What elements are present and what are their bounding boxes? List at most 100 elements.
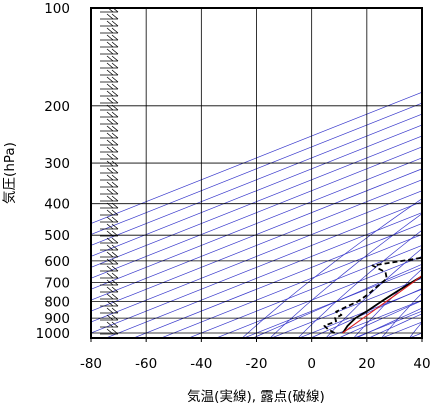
isotherm xyxy=(91,190,422,323)
wind-barbs xyxy=(100,8,119,335)
x-tick-label: 0 xyxy=(307,356,316,372)
wind-barb xyxy=(100,321,119,328)
wind-barb xyxy=(100,118,119,125)
wind-barb xyxy=(100,132,119,139)
wind-barb xyxy=(100,314,119,321)
wind-barb xyxy=(100,167,119,174)
wind-barb xyxy=(100,279,119,286)
x-tick-label: -20 xyxy=(245,356,267,372)
wind-barb xyxy=(100,181,119,188)
wind-barb xyxy=(100,139,119,146)
x-axis-title: 気温(実線), 露点(破線) xyxy=(187,389,325,405)
y-tick-label: 600 xyxy=(44,254,70,270)
wind-barb xyxy=(100,265,119,272)
wind-barb xyxy=(100,153,119,160)
isotherm xyxy=(215,256,422,338)
isotherm xyxy=(91,135,422,268)
wind-barb xyxy=(100,293,119,300)
isotherm xyxy=(160,234,422,338)
x-axis-ticks: -80 -60 -40 -20 0 20 40 xyxy=(80,338,431,372)
wind-barb xyxy=(100,202,119,209)
x-tick-label: 20 xyxy=(358,356,375,372)
x-tick-label: -40 xyxy=(190,356,212,372)
wind-barb xyxy=(100,209,119,216)
series-layer xyxy=(323,256,422,334)
wind-barb xyxy=(100,111,119,118)
wind-barb xyxy=(100,13,119,20)
wind-barb xyxy=(100,188,119,195)
wind-barb xyxy=(100,328,119,335)
isotherm xyxy=(91,102,422,235)
grid xyxy=(90,7,423,338)
wind-barb xyxy=(100,97,119,104)
wind-barb xyxy=(100,104,119,111)
wind-barb xyxy=(100,48,119,55)
isotherm xyxy=(187,245,422,338)
isotherm xyxy=(91,113,422,246)
parcel-line xyxy=(342,274,422,334)
wind-barb xyxy=(100,307,119,314)
x-tick-label: -80 xyxy=(80,356,102,372)
wind-barb xyxy=(100,237,119,244)
y-tick-label: 700 xyxy=(44,276,70,292)
isotherm xyxy=(91,124,422,257)
y-tick-label: 900 xyxy=(44,311,70,327)
wind-barb xyxy=(100,83,119,90)
wind-barb xyxy=(100,76,119,83)
y-tick-label: 300 xyxy=(44,156,70,172)
wind-barb xyxy=(100,195,119,202)
isotherm xyxy=(270,277,422,338)
wind-barb xyxy=(100,174,119,181)
wind-barb xyxy=(100,300,119,307)
wind-barb xyxy=(100,27,119,34)
isotherm xyxy=(105,212,422,338)
dry-adiabat xyxy=(381,292,422,338)
wind-barb xyxy=(100,20,119,27)
wind-barb xyxy=(100,244,119,251)
wind-barb xyxy=(100,34,119,41)
wind-barb xyxy=(100,90,119,97)
y-tick-label: 500 xyxy=(44,228,70,244)
wind-barb xyxy=(100,160,119,167)
wind-barb xyxy=(100,41,119,48)
mixing-ratio-line xyxy=(252,263,422,338)
isotherm xyxy=(91,201,422,334)
x-tick-label: -60 xyxy=(135,356,157,372)
mixing-ratio-line xyxy=(355,307,422,338)
dry-adiabat xyxy=(241,198,422,338)
wind-barb xyxy=(100,230,119,237)
y-tick-label: 1000 xyxy=(36,326,70,342)
dry-adiabat xyxy=(353,268,422,338)
isotherm xyxy=(91,91,422,224)
wind-barb xyxy=(100,223,119,230)
y-tick-label: 800 xyxy=(44,295,70,311)
isotherm xyxy=(132,223,422,338)
wind-barb xyxy=(100,286,119,293)
isotherm xyxy=(91,168,422,301)
isotherm xyxy=(91,179,422,312)
wind-barb xyxy=(100,69,119,76)
temperature-line xyxy=(342,275,422,334)
x-tick-label: 40 xyxy=(413,356,430,372)
y-tick-label: 400 xyxy=(44,197,70,213)
dewpoint-line xyxy=(323,256,422,334)
isotherm xyxy=(91,146,422,279)
isotherm xyxy=(91,157,422,290)
wind-barb xyxy=(100,251,119,258)
wind-barb xyxy=(100,62,119,69)
mixing-ratio-line xyxy=(368,313,422,338)
dry-adiabat xyxy=(297,229,422,338)
wind-barb xyxy=(100,125,119,132)
y-tick-label: 200 xyxy=(44,99,70,115)
wind-barb xyxy=(100,146,119,153)
dry-adiabat xyxy=(325,247,422,338)
wind-barb xyxy=(100,8,119,13)
y-tick-label: 100 xyxy=(44,1,70,17)
mixing-ratio-line xyxy=(337,300,422,338)
wind-barb xyxy=(100,272,119,279)
y-axis-title: 気圧(hPa) xyxy=(2,142,18,204)
wind-barb xyxy=(100,258,119,265)
wind-barb xyxy=(100,216,119,223)
